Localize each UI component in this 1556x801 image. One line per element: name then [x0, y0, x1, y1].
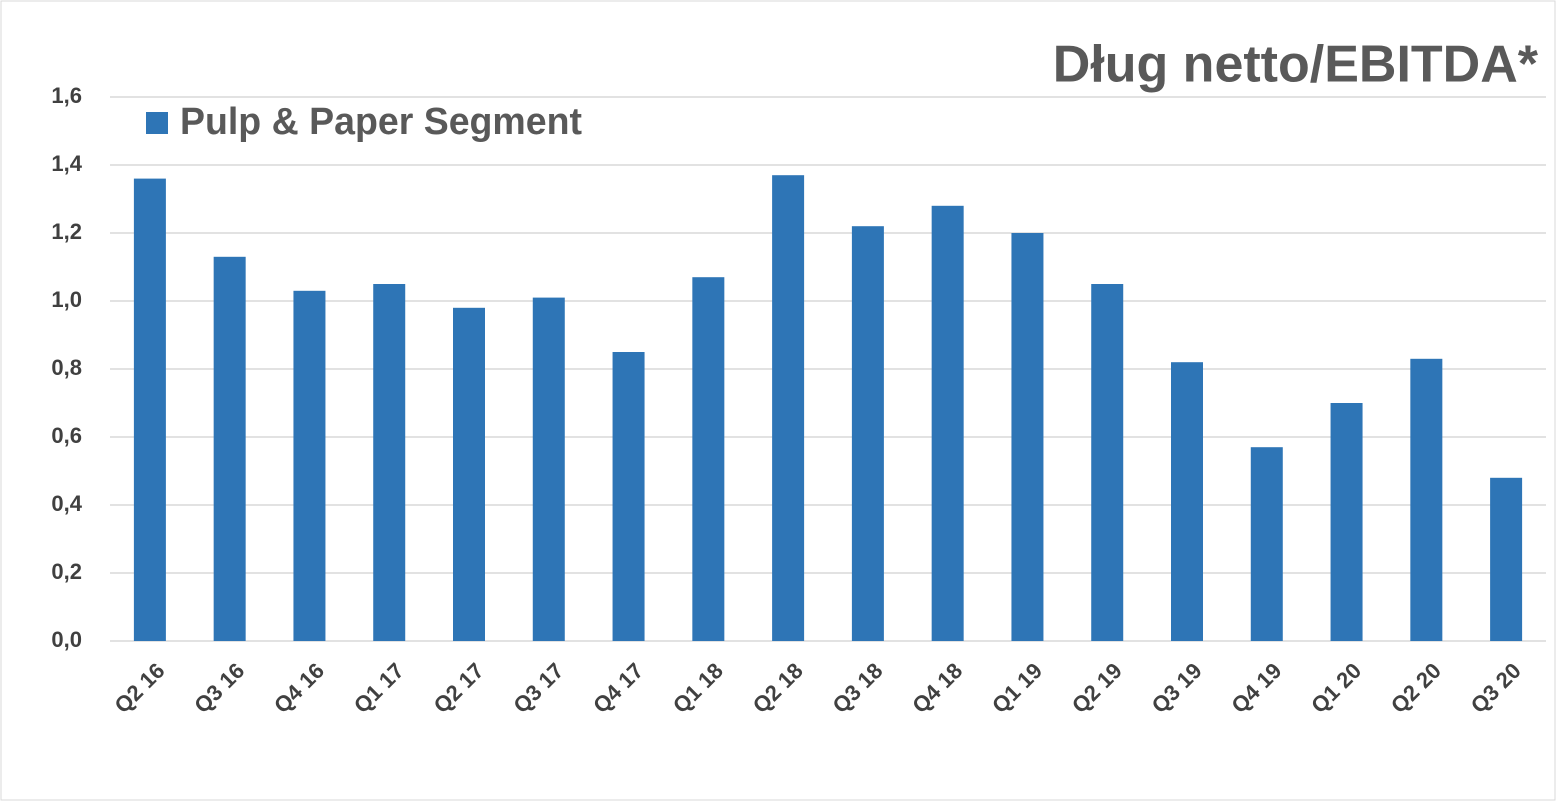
y-tick-label: 0,2 — [51, 559, 82, 584]
chart-title: Dług netto/EBITDA* — [1053, 36, 1539, 94]
legend-swatch — [146, 112, 168, 134]
y-tick-label: 0,4 — [51, 491, 82, 516]
bar — [1091, 284, 1124, 641]
y-tick-label: 1,6 — [51, 83, 82, 108]
bar — [851, 226, 884, 641]
y-tick-label: 1,2 — [51, 219, 82, 244]
y-tick-label: 1,0 — [51, 287, 82, 312]
y-tick-label: 1,4 — [51, 151, 82, 176]
bar — [453, 307, 485, 641]
y-tick-label: 0,6 — [51, 423, 82, 448]
bar — [692, 277, 725, 641]
bar — [1250, 447, 1283, 641]
legend-label: Pulp & Paper Segment — [180, 101, 582, 143]
bar — [532, 297, 565, 641]
bar — [1171, 362, 1203, 641]
bar — [133, 178, 166, 641]
bar — [1011, 233, 1044, 641]
y-tick-label: 0,0 — [51, 627, 82, 652]
y-tick-label: 0,8 — [51, 355, 82, 380]
bar — [293, 290, 326, 641]
bar — [1490, 477, 1523, 641]
bar — [612, 352, 645, 641]
bar — [772, 175, 805, 641]
bar — [373, 284, 406, 641]
bar — [931, 205, 964, 642]
bar — [1410, 358, 1443, 641]
bar — [213, 256, 246, 641]
bar — [1330, 403, 1363, 641]
